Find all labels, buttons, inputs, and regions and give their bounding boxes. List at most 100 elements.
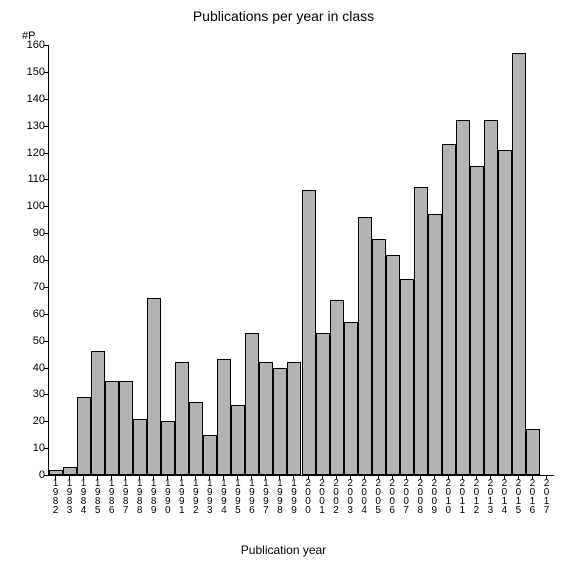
x-tick-label: 2001 — [317, 478, 327, 514]
y-tick-label: 40 — [5, 362, 45, 374]
x-tick-label: 2002 — [331, 478, 341, 514]
x-tick-label: 2008 — [415, 478, 425, 514]
bar — [245, 333, 259, 475]
y-tick-label: 0 — [5, 469, 45, 481]
bar — [400, 279, 414, 475]
x-tick-label: 1998 — [274, 478, 284, 514]
y-tick-mark — [44, 153, 48, 154]
bar — [330, 300, 344, 475]
x-tick-label: 2004 — [359, 478, 369, 514]
x-tick-label: 2000 — [303, 478, 313, 514]
x-tick-label: 1987 — [120, 478, 130, 514]
y-tick-label: 130 — [5, 120, 45, 132]
bar — [358, 217, 372, 475]
x-tick-label: 1991 — [176, 478, 186, 514]
y-tick-mark — [44, 179, 48, 180]
x-tick-label: 2009 — [429, 478, 439, 514]
bar — [91, 351, 105, 475]
bar — [105, 381, 119, 475]
x-axis-label: Publication year — [0, 543, 567, 557]
bar — [512, 53, 526, 475]
y-tick-mark — [44, 394, 48, 395]
bar — [217, 359, 231, 475]
x-tick-label: 2003 — [345, 478, 355, 514]
x-tick-label: 1993 — [204, 478, 214, 514]
chart-container: Publications per year in class #P Public… — [0, 0, 567, 567]
x-tick-label: 1994 — [218, 478, 228, 514]
bar — [63, 467, 77, 475]
x-tick-label: 2016 — [527, 478, 537, 514]
y-tick-label: 80 — [5, 254, 45, 266]
y-tick-label: 60 — [5, 308, 45, 320]
x-tick-label: 1996 — [246, 478, 256, 514]
y-tick-label: 140 — [5, 93, 45, 105]
bar — [484, 120, 498, 475]
x-tick-label: 2014 — [499, 478, 509, 514]
y-tick-label: 70 — [5, 281, 45, 293]
chart-title: Publications per year in class — [0, 8, 567, 24]
bar — [302, 190, 316, 475]
x-tick-label: 2015 — [513, 478, 523, 514]
bar — [386, 255, 400, 475]
bar — [498, 150, 512, 475]
x-tick-label: 1995 — [232, 478, 242, 514]
plot-area — [48, 45, 554, 476]
x-tick-label: 1985 — [92, 478, 102, 514]
y-tick-label: 90 — [5, 227, 45, 239]
y-tick-mark — [44, 448, 48, 449]
x-tick-label: 1997 — [260, 478, 270, 514]
bar — [231, 405, 245, 475]
bar — [470, 166, 484, 475]
bar — [316, 333, 330, 475]
y-tick-mark — [44, 287, 48, 288]
bar — [428, 214, 442, 475]
bar — [526, 429, 540, 475]
bar — [259, 362, 273, 475]
x-tick-label: 2007 — [401, 478, 411, 514]
y-tick-label: 120 — [5, 147, 45, 159]
y-tick-label: 150 — [5, 66, 45, 78]
bar — [49, 470, 63, 475]
x-tick-label: 1983 — [64, 478, 74, 514]
y-tick-label: 30 — [5, 388, 45, 400]
x-tick-label: 2012 — [471, 478, 481, 514]
bar — [442, 144, 456, 475]
y-tick-label: 110 — [5, 173, 45, 185]
bar — [189, 402, 203, 475]
x-tick-label: 1988 — [134, 478, 144, 514]
y-tick-mark — [44, 475, 48, 476]
bar — [372, 239, 386, 476]
y-tick-mark — [44, 314, 48, 315]
bar — [147, 298, 161, 475]
x-tick-label: 2017 — [541, 478, 551, 514]
x-tick-label: 1990 — [162, 478, 172, 514]
bar — [414, 187, 428, 475]
x-tick-label: 2013 — [485, 478, 495, 514]
y-tick-mark — [44, 45, 48, 46]
y-tick-mark — [44, 72, 48, 73]
bar — [161, 421, 175, 475]
y-tick-mark — [44, 99, 48, 100]
x-tick-label: 2010 — [443, 478, 453, 514]
y-tick-label: 10 — [5, 442, 45, 454]
x-tick-label: 2011 — [457, 478, 467, 514]
y-tick-label: 160 — [5, 39, 45, 51]
y-tick-mark — [44, 260, 48, 261]
y-tick-label: 50 — [5, 335, 45, 347]
bar — [175, 362, 189, 475]
y-tick-mark — [44, 126, 48, 127]
bar — [344, 322, 358, 475]
y-tick-mark — [44, 341, 48, 342]
bar — [273, 368, 287, 476]
bar — [133, 419, 147, 475]
y-tick-label: 100 — [5, 200, 45, 212]
bar — [119, 381, 133, 475]
x-tick-label: 1982 — [50, 478, 60, 514]
x-tick-label: 1992 — [190, 478, 200, 514]
y-tick-label: 20 — [5, 415, 45, 427]
x-tick-label: 1999 — [288, 478, 298, 514]
bar — [287, 362, 301, 475]
y-tick-mark — [44, 206, 48, 207]
x-tick-label: 1984 — [78, 478, 88, 514]
x-tick-label: 1986 — [106, 478, 116, 514]
